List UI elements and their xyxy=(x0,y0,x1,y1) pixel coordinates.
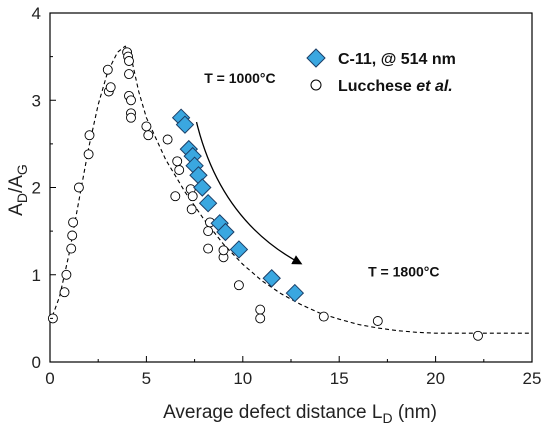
annotation-0: T = 1000°C xyxy=(204,70,275,86)
y-tick-label-3: 3 xyxy=(32,91,41,110)
lucchese-point-1 xyxy=(59,287,70,298)
lucchese-point-34 xyxy=(233,280,244,291)
x-axis-title: Average defect distance LD (nm) xyxy=(163,402,437,426)
y-axis-title-slash: /A xyxy=(6,175,27,193)
lucchese-point-38 xyxy=(372,316,383,326)
plot-frame xyxy=(49,12,533,363)
y-axis-title-sub-d: D xyxy=(14,193,30,203)
lucchese-point-24 xyxy=(170,191,181,202)
annotations: T = 1000°C T = 1800°C xyxy=(204,70,439,280)
c11-point-11 xyxy=(262,269,281,288)
lucchese-point-23 xyxy=(174,165,185,175)
legend-diamond-icon xyxy=(306,48,326,68)
y-axis-title-sub-g: G xyxy=(14,164,30,175)
lucchese-point-15 xyxy=(124,69,134,80)
lucchese-point-37 xyxy=(318,311,329,322)
legend-label-c11: C-11, @ 514 nm xyxy=(338,51,456,68)
lucchese-point-17 xyxy=(126,95,136,106)
x-tick-label-5: 25 xyxy=(523,369,542,388)
lucchese-point-5 xyxy=(68,217,79,228)
lucchese-point-29 xyxy=(203,226,214,237)
c11-point-12 xyxy=(285,283,305,303)
lucchese-point-3 xyxy=(66,243,77,254)
temperature-arrow xyxy=(195,121,303,265)
lucchese-point-21 xyxy=(143,130,154,141)
lucchese-point-30 xyxy=(203,243,214,254)
lucchese-point-20 xyxy=(141,121,152,132)
annotation-1: T = 1800°C xyxy=(368,263,439,279)
lucchese-point-11 xyxy=(105,82,116,93)
lucchese-point-9 xyxy=(102,64,113,75)
x-axis-title-sub: D xyxy=(382,410,392,426)
axis-ticks: 0 5 10 15 20 25 0 1 2 3 4 xyxy=(32,4,542,388)
x-tick-label-2: 10 xyxy=(233,369,252,388)
y-axis-title: AD/AG xyxy=(6,164,30,216)
legend: C-11, @ 514 nm Lucchese et al. xyxy=(306,48,456,95)
lucchese-point-2 xyxy=(61,269,72,280)
x-tick-label-4: 20 xyxy=(426,369,445,388)
lucchese-point-6 xyxy=(73,182,84,193)
c11-point-10 xyxy=(229,240,249,259)
lucchese-point-27 xyxy=(187,191,198,202)
lucchese-point-25 xyxy=(172,156,183,167)
y-tick-label-4: 4 xyxy=(32,4,41,23)
lucchese-point-22 xyxy=(162,134,173,145)
x-tick-label-1: 5 xyxy=(142,369,151,388)
lucchese-point-19 xyxy=(126,112,136,123)
lucchese-points xyxy=(47,47,483,341)
c11-point-9 xyxy=(216,222,235,242)
lucchese-point-4 xyxy=(67,230,78,241)
lucchese-point-36 xyxy=(255,313,266,324)
c11-points xyxy=(171,108,305,303)
y-tick-label-1: 1 xyxy=(32,266,41,285)
lucchese-point-14 xyxy=(124,56,134,66)
legend-label-lucchese-italic: et al. xyxy=(416,78,452,95)
lucchese-point-33 xyxy=(218,245,229,256)
lucchese-point-7 xyxy=(83,149,94,160)
lucchese-point-35 xyxy=(255,304,266,315)
x-tick-label-3: 15 xyxy=(330,369,349,388)
annotation-arrow-layer xyxy=(195,121,303,265)
legend-circle-icon xyxy=(310,79,322,91)
c11-point-6 xyxy=(193,178,212,197)
legend-label-lucchese: Lucchese et al. xyxy=(338,78,453,95)
y-tick-label-0: 0 xyxy=(32,353,41,372)
x-tick-label-0: 0 xyxy=(45,369,54,388)
lucchese-point-39 xyxy=(473,330,483,341)
y-tick-label-2: 2 xyxy=(32,179,41,198)
plot-area xyxy=(49,12,533,363)
x-axis-title-unit: (nm) xyxy=(393,402,437,423)
lucchese-point-28 xyxy=(186,204,197,215)
c11-point-7 xyxy=(198,193,218,213)
lucchese-point-8 xyxy=(84,130,95,141)
c11-point-1 xyxy=(175,115,195,134)
